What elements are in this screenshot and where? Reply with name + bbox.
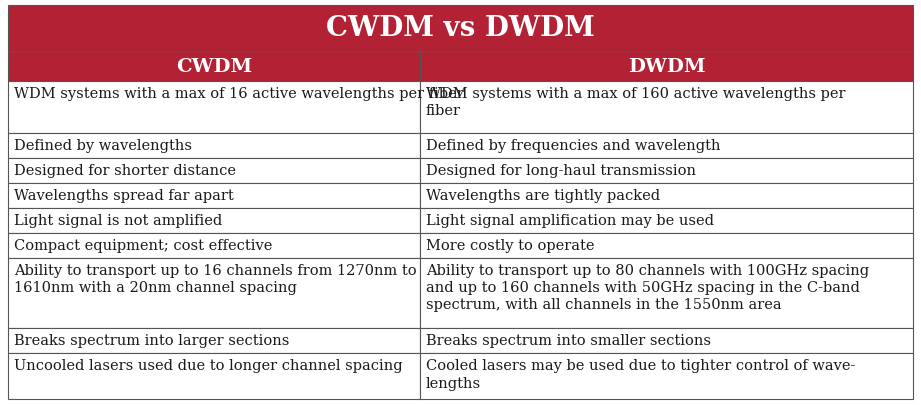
Text: DWDM: DWDM	[627, 58, 705, 76]
Text: Light signal is not amplified: Light signal is not amplified	[14, 213, 222, 227]
Bar	[420, 183, 913, 208]
Bar	[420, 158, 913, 183]
Text: Ability to transport up to 80 channels with 100GHz spacing
and up to 160 channel: Ability to transport up to 80 channels w…	[426, 263, 869, 311]
Text: WDM systems with a max of 160 active wavelengths per
fiber: WDM systems with a max of 160 active wav…	[426, 87, 845, 118]
Text: Uncooled lasers used due to longer channel spacing: Uncooled lasers used due to longer chann…	[14, 358, 402, 372]
Bar	[8, 354, 420, 399]
Bar	[8, 328, 420, 354]
Text: More costly to operate: More costly to operate	[426, 238, 594, 252]
Text: CWDM: CWDM	[176, 58, 252, 76]
Bar	[420, 52, 913, 82]
Bar	[420, 328, 913, 354]
Text: CWDM vs DWDM: CWDM vs DWDM	[326, 15, 595, 43]
Text: Defined by wavelengths: Defined by wavelengths	[14, 139, 192, 153]
Text: Compact equipment; cost effective: Compact equipment; cost effective	[14, 238, 273, 252]
Bar	[8, 134, 420, 158]
Bar	[8, 233, 420, 258]
Text: Ability to transport up to 16 channels from 1270nm to
1610nm with a 20nm channel: Ability to transport up to 16 channels f…	[14, 263, 416, 294]
Bar	[420, 208, 913, 233]
Text: Light signal amplification may be used: Light signal amplification may be used	[426, 213, 714, 227]
Bar	[8, 158, 420, 183]
Text: Breaks spectrum into smaller sections: Breaks spectrum into smaller sections	[426, 333, 711, 347]
Text: Cooled lasers may be used due to tighter control of wave-
lengths: Cooled lasers may be used due to tighter…	[426, 358, 856, 390]
Bar	[8, 6, 913, 52]
Bar	[420, 233, 913, 258]
Text: Breaks spectrum into larger sections: Breaks spectrum into larger sections	[14, 333, 289, 347]
Text: Wavelengths are tightly packed: Wavelengths are tightly packed	[426, 188, 660, 202]
Bar	[8, 52, 420, 82]
Text: Designed for long-haul transmission: Designed for long-haul transmission	[426, 164, 695, 177]
Text: Wavelengths spread far apart: Wavelengths spread far apart	[14, 188, 234, 202]
Text: Designed for shorter distance: Designed for shorter distance	[14, 164, 236, 177]
Bar	[420, 134, 913, 158]
Bar	[8, 208, 420, 233]
Bar	[8, 183, 420, 208]
Text: WDM systems with a max of 16 active wavelengths per fiber: WDM systems with a max of 16 active wave…	[14, 87, 464, 101]
Text: Defined by frequencies and wavelength: Defined by frequencies and wavelength	[426, 139, 720, 153]
Bar	[8, 82, 420, 134]
Bar	[420, 82, 913, 134]
Bar	[420, 354, 913, 399]
Bar	[420, 258, 913, 328]
Bar	[8, 258, 420, 328]
